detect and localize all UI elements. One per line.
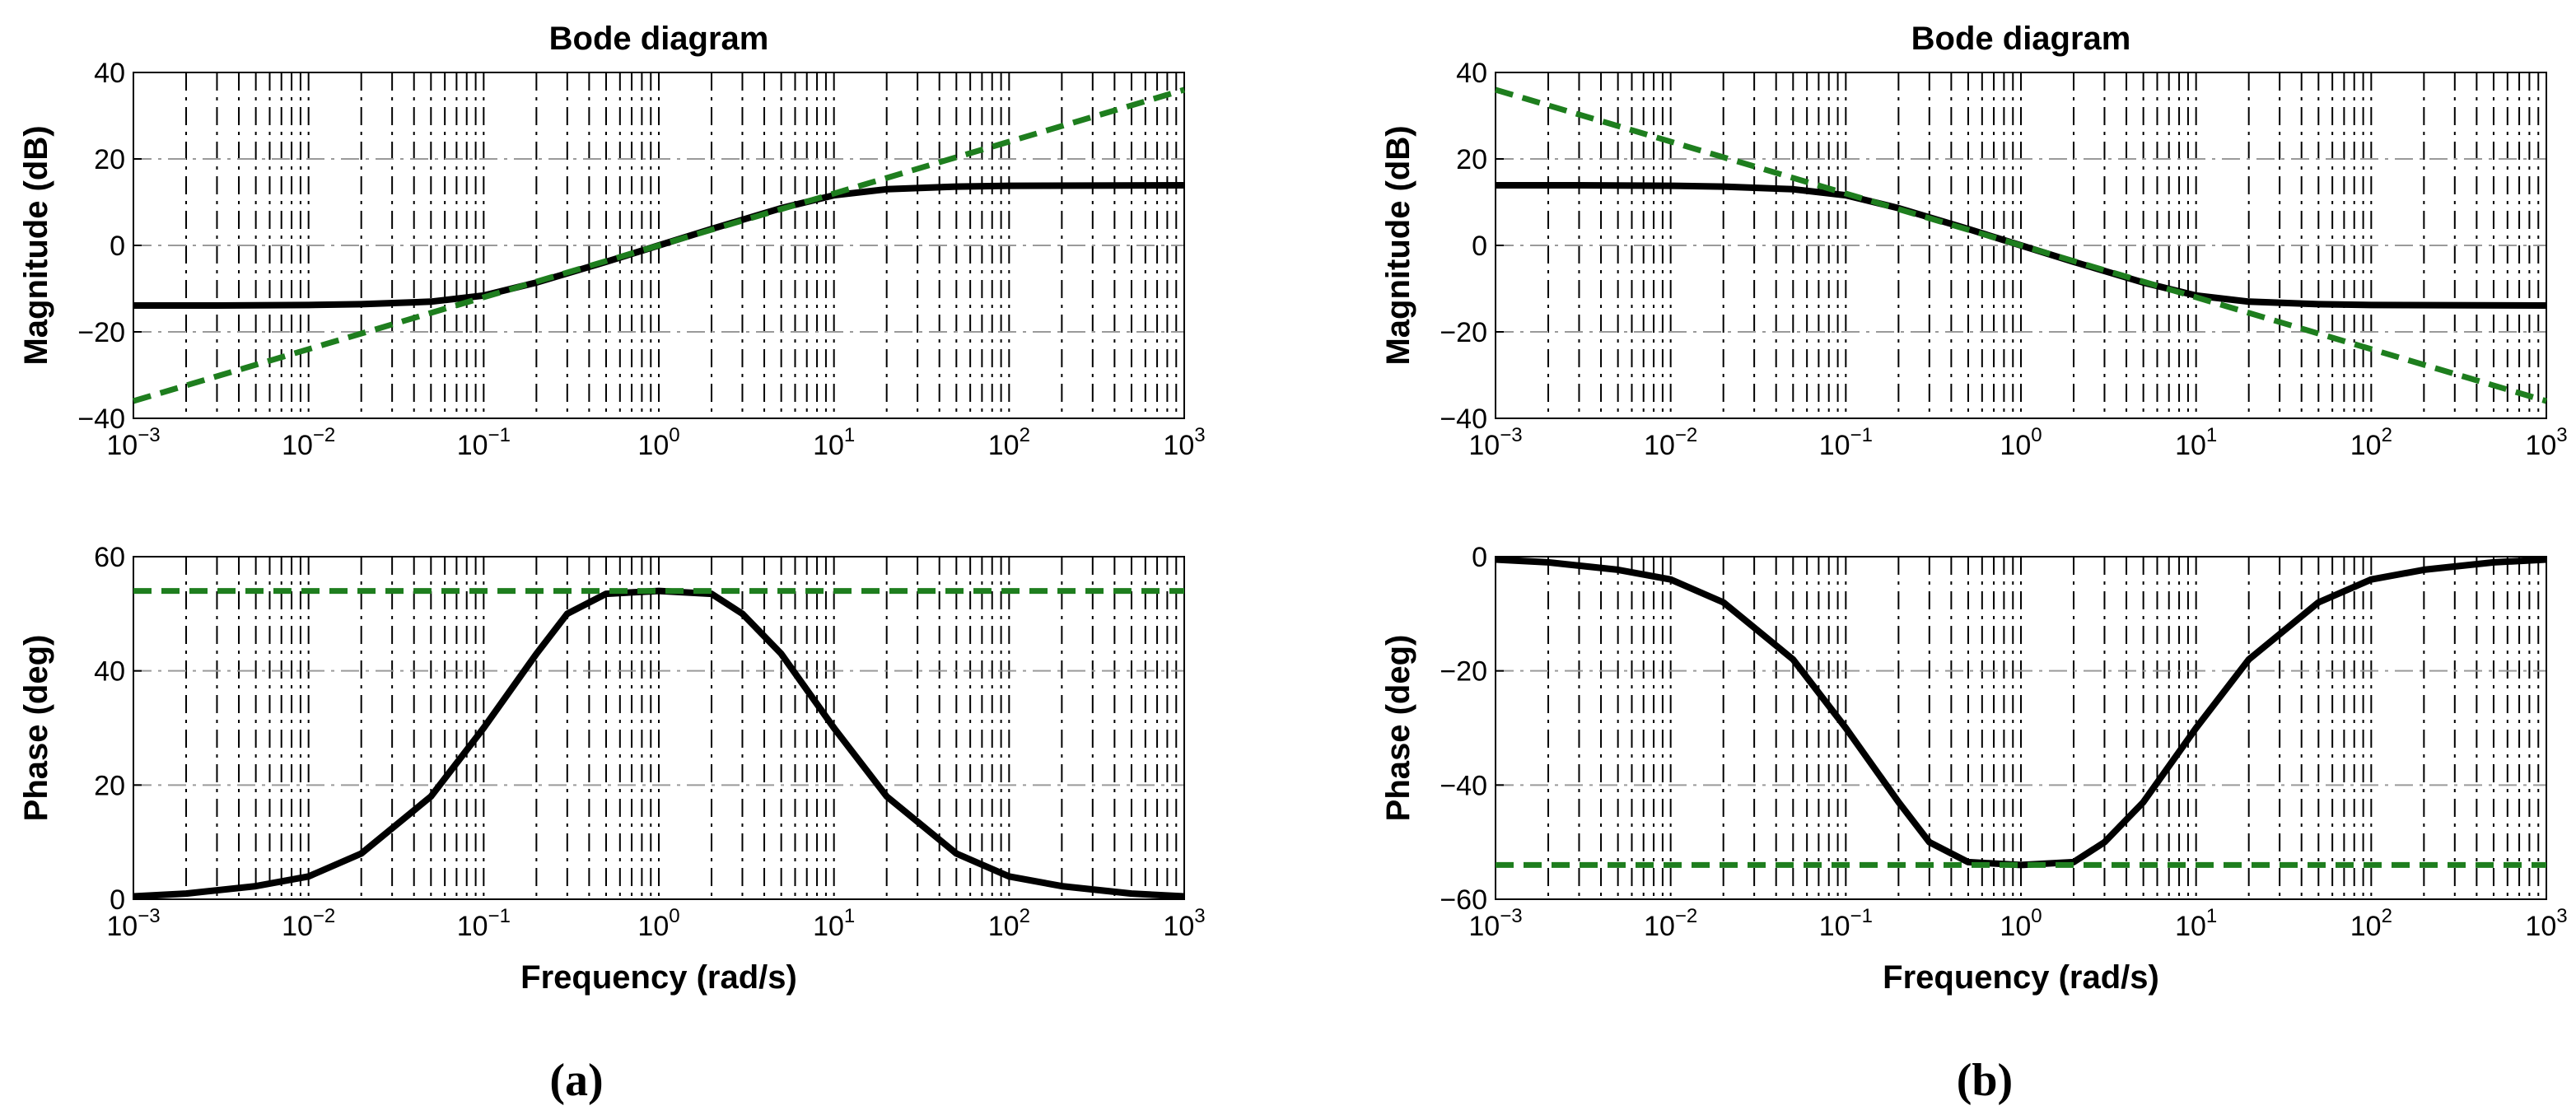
x-tick-label: 102 <box>2350 424 2392 461</box>
x-tick-label: 100 <box>2000 905 2042 942</box>
x-tick-label: 10−1 <box>1819 905 1873 942</box>
x-tick-label: 10−2 <box>282 905 335 942</box>
x-tick-label: 102 <box>988 905 1030 942</box>
x-tick-label: 10−3 <box>106 424 160 461</box>
x-tick-label: 101 <box>813 905 855 942</box>
x-tick-label: 100 <box>637 905 679 942</box>
chart-title: Bode diagram <box>549 21 769 57</box>
y-tick-label: 40 <box>94 656 125 688</box>
series-line-phase <box>1495 556 2547 869</box>
y-tick-label: 40 <box>1456 58 1487 89</box>
y-tick-label: 60 <box>94 542 125 573</box>
x-axis-label: Frequency (rad/s) <box>1883 959 2159 996</box>
x-tick-label: 10−1 <box>457 424 511 461</box>
chart-title: Bode diagram <box>1911 21 2131 57</box>
y-tick-label: −20 <box>77 317 125 348</box>
y-tick-label: 0 <box>110 231 125 262</box>
caption-a: (a) <box>549 1055 603 1106</box>
x-tick-label: 10−1 <box>457 905 511 942</box>
plot-frame <box>1495 556 2547 900</box>
y-tick-label: 0 <box>1472 231 1487 262</box>
y-tick-label: 20 <box>1456 144 1487 175</box>
x-tick-label: 103 <box>2525 424 2567 461</box>
y-tick-label: −20 <box>1440 656 1487 688</box>
caption-b: (b) <box>1957 1055 2013 1106</box>
chart-b-phase: −60 −40 −20 0 10−3 10−2 10−1 100 101 102 103 Phase … <box>1380 542 2568 996</box>
x-tick-label: 102 <box>988 424 1030 461</box>
y-tick-label: 40 <box>94 58 125 89</box>
series-line-asymptote <box>1495 86 2547 404</box>
x-tick-label: 100 <box>637 424 679 461</box>
x-tick-label: 103 <box>2525 905 2567 942</box>
x-tick-label: 10−2 <box>1644 424 1697 461</box>
series-line-phase <box>133 587 1185 900</box>
chart-a-magnitude: −40 −20 0 20 40 10−3 10−2 10−1 100 101 102 103 Bode … <box>18 21 1206 461</box>
x-tick-label: 10−3 <box>106 905 160 942</box>
y-tick-label: 0 <box>1472 542 1487 573</box>
y-tick-label: −40 <box>77 404 125 435</box>
y-axis-label: Magnitude (dB) <box>18 125 54 365</box>
y-tick-label: 20 <box>94 770 125 801</box>
x-tick-label: 101 <box>2175 905 2217 942</box>
chart-b-magnitude: −40 −20 0 20 40 10−3 10−2 10−1 100 101 102 103 Bode … <box>1380 21 2568 461</box>
y-tick-label: −20 <box>1440 317 1487 348</box>
x-tick-label: 103 <box>1163 424 1205 461</box>
x-tick-label: 10−3 <box>1468 905 1522 942</box>
y-axis-label: Phase (deg) <box>18 635 54 822</box>
y-tick-label: −40 <box>1440 770 1487 801</box>
x-tick-label: 10−3 <box>1468 424 1522 461</box>
y-tick-label: 20 <box>94 144 125 175</box>
x-tick-label: 10−2 <box>1644 905 1697 942</box>
y-tick-label: 0 <box>110 884 125 916</box>
x-axis-label: Frequency (rad/s) <box>520 959 797 996</box>
plot-frame <box>133 556 1185 900</box>
y-tick-label: −60 <box>1440 884 1487 916</box>
y-axis-label: Magnitude (dB) <box>1380 125 1416 365</box>
x-tick-label: 102 <box>2350 905 2392 942</box>
x-tick-label: 101 <box>813 424 855 461</box>
x-tick-label: 100 <box>2000 424 2042 461</box>
series-line-asymptote <box>133 86 1185 404</box>
x-tick-label: 103 <box>1163 905 1205 942</box>
x-tick-label: 101 <box>2175 424 2217 461</box>
x-tick-label: 10−2 <box>282 424 335 461</box>
y-axis-label: Phase (deg) <box>1380 635 1416 822</box>
y-tick-label: −40 <box>1440 404 1487 435</box>
chart-a-phase: 0 20 40 60 10−3 10−2 10−1 100 101 102 103 Phase (de… <box>18 542 1206 996</box>
x-tick-label: 10−1 <box>1819 424 1873 461</box>
